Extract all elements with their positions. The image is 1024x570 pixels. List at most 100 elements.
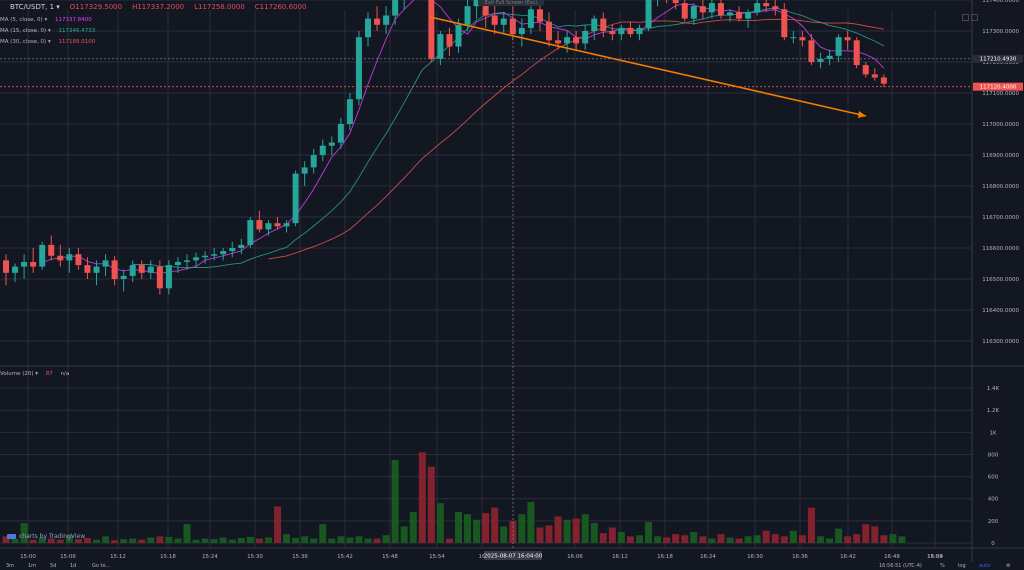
candle-body: [627, 27, 634, 35]
volume-bar: [753, 535, 761, 543]
volume-bar: [735, 538, 743, 543]
candle-body: [30, 261, 37, 267]
tradingview-watermark[interactable]: charts by TradingView: [7, 533, 85, 540]
time-tick-label: 16:42: [840, 554, 856, 560]
price-tick-label: 117400.0000: [982, 0, 1019, 4]
ma5-legend[interactable]: MA (5, close, 0) ▾ 117337.8400: [0, 16, 92, 24]
volume-bar: [699, 536, 707, 543]
volume-bar: [626, 536, 634, 543]
price-tick-label: 117100.0000: [982, 91, 1019, 97]
candle-body: [609, 31, 616, 35]
percent-toggle[interactable]: %: [940, 563, 945, 569]
volume-bar: [246, 536, 254, 543]
volume-bar: [817, 536, 824, 543]
volume-bar: [455, 512, 462, 543]
candle-body: [636, 27, 643, 35]
price-tick-label: 116700.0000: [982, 215, 1019, 221]
ma30-legend[interactable]: MA (30, close, 0) ▾ 117189.0100: [0, 38, 95, 46]
candle-body: [763, 3, 770, 7]
time-tick-label: 15:24: [202, 554, 218, 560]
volume-bar: [165, 536, 173, 543]
symbol-label[interactable]: BTC/USDT, 1 ▾: [10, 3, 60, 11]
volume-bar: [445, 538, 453, 543]
candle-body: [736, 12, 743, 19]
volume-bar: [491, 507, 499, 543]
candle-body: [165, 265, 172, 289]
volume-bar: [228, 539, 236, 543]
close-value: C117260.6000: [254, 3, 307, 11]
volume-legend[interactable]: Volume (20) ▾ 87 n/a: [0, 371, 69, 377]
candle-body: [138, 265, 145, 273]
volume-bar: [500, 526, 508, 543]
goto-button[interactable]: Go to...: [92, 563, 111, 569]
volume-bar: [328, 538, 336, 543]
range-5d[interactable]: 5d: [50, 563, 57, 569]
ma30-label: MA (30, close, 0) ▾: [0, 39, 51, 45]
candle-body: [93, 266, 100, 273]
pane-settings-icon[interactable]: [971, 14, 978, 21]
candle-body: [482, 0, 489, 16]
range-3m[interactable]: 3m: [6, 563, 15, 569]
auto-toggle[interactable]: auto: [979, 563, 991, 569]
volume-bar: [744, 536, 752, 543]
crosshair-price-label: 117210.4930: [980, 57, 1017, 63]
volume-bar: [807, 507, 815, 543]
time-tick-label: 16:18: [657, 554, 673, 560]
candle-body: [708, 3, 715, 13]
candle-body: [717, 3, 724, 16]
range-1m[interactable]: 1m: [28, 563, 37, 569]
high-value: H117337.2000: [132, 3, 185, 11]
volume-tick-label: 1K: [989, 430, 996, 436]
volume-bar: [29, 539, 37, 543]
volume-bar: [536, 527, 544, 543]
time-tick-label: 16: [479, 554, 486, 560]
volume-bar: [473, 519, 481, 543]
time-tick-label: 15:06: [60, 554, 76, 560]
trendline-arrowhead: [858, 111, 866, 118]
candle-body: [120, 275, 127, 279]
volume-bar: [274, 506, 281, 543]
candle-body: [672, 0, 679, 4]
volume-bar: [654, 536, 662, 543]
ma5-value: 117337.8400: [54, 17, 92, 23]
volume-label: Volume (20) ▾: [0, 371, 39, 377]
time-tick-label: 16:06: [567, 554, 583, 560]
candle-body: [500, 18, 507, 25]
volume-bar: [409, 512, 417, 543]
candle-body: [754, 3, 761, 13]
volume-bar: [111, 540, 119, 543]
ma15-legend[interactable]: MA (15, close, 0) ▾ 117346.4733: [0, 27, 95, 35]
log-toggle[interactable]: log: [958, 563, 966, 569]
time-tick-label: 15:36: [292, 554, 308, 560]
volume-bar: [93, 539, 100, 543]
candle-body: [147, 266, 154, 273]
candle-body: [455, 24, 462, 47]
candle-body: [473, 0, 480, 7]
range-1d[interactable]: 1d: [70, 563, 77, 569]
volume-bar: [599, 533, 607, 543]
volume-bar: [590, 523, 598, 543]
maximize-pane-icon[interactable]: [962, 14, 969, 21]
open-value: O117329.5000: [69, 3, 123, 11]
settings-gear-icon[interactable]: ⚙: [1006, 563, 1011, 569]
volume-tick-label: 400: [988, 497, 999, 503]
price-tick-label: 116600.0000: [982, 246, 1019, 252]
candle-body: [871, 74, 878, 78]
volume-bar: [780, 536, 788, 543]
exit-fullscreen-hint[interactable]: Exit Full Screen (Esc): [478, 0, 544, 6]
candle-body: [727, 12, 733, 16]
volume-tick-label: 800: [988, 452, 999, 458]
tradingview-logo-icon: [7, 534, 16, 539]
volume-bar: [545, 525, 553, 543]
volume-bar: [74, 539, 82, 543]
candle-body: [12, 266, 19, 273]
candle-body: [48, 244, 55, 256]
candle-body: [156, 266, 163, 289]
volume-bar: [183, 524, 191, 543]
crosshair-time-label-bg: [484, 551, 542, 560]
candle-body: [835, 37, 842, 56]
candle-body: [853, 40, 860, 66]
volume-bar: [102, 536, 110, 543]
candle-body: [256, 220, 263, 230]
